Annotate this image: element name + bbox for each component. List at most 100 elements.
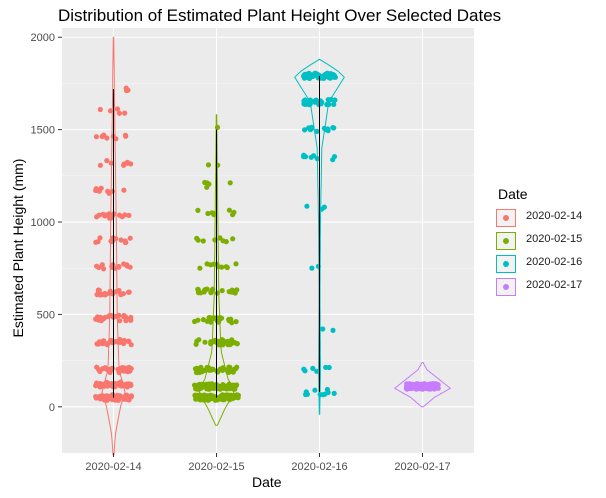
data-point <box>228 316 234 322</box>
data-point <box>302 71 308 78</box>
data-point <box>128 314 134 320</box>
data-point <box>213 394 219 400</box>
data-point <box>101 266 107 272</box>
data-point <box>201 289 207 295</box>
data-point <box>122 110 128 116</box>
x-tick-label: 2020-02-14 <box>85 461 141 473</box>
data-point <box>214 124 221 130</box>
data-point <box>231 209 237 215</box>
data-point <box>113 136 119 142</box>
data-point <box>302 127 308 133</box>
data-point <box>308 154 314 160</box>
legend-dot <box>503 284 509 290</box>
data-point <box>234 382 240 388</box>
y-tick-label: 1000 <box>31 217 55 229</box>
data-point <box>229 396 235 402</box>
data-point <box>211 315 217 321</box>
data-point <box>118 365 124 371</box>
x-tick-label: 2020-02-15 <box>188 461 244 473</box>
data-point <box>320 392 326 398</box>
data-point <box>332 97 338 103</box>
data-point <box>233 261 239 267</box>
data-point <box>331 154 338 160</box>
data-point <box>193 385 199 391</box>
data-point <box>205 210 211 217</box>
data-point <box>303 154 309 160</box>
data-point <box>122 383 128 389</box>
data-point <box>203 396 210 402</box>
data-point <box>195 286 201 292</box>
data-point <box>302 97 308 103</box>
data-point <box>321 204 327 210</box>
data-point <box>220 385 226 391</box>
data-point <box>118 237 124 243</box>
y-axis-label: Estimated Plant Height (mm) <box>10 158 26 338</box>
data-point <box>197 265 203 271</box>
data-point <box>308 72 314 78</box>
data-point <box>107 108 114 114</box>
data-point <box>102 340 108 346</box>
data-point <box>120 291 126 297</box>
legend-item: 2020-02-16 <box>496 255 606 275</box>
data-point <box>123 316 130 322</box>
data-point <box>202 339 208 345</box>
data-point <box>126 289 132 295</box>
data-point <box>323 364 329 370</box>
data-point <box>330 327 336 333</box>
data-point <box>226 289 232 295</box>
data-point <box>116 369 122 376</box>
data-point <box>204 184 210 190</box>
data-point <box>198 385 204 391</box>
data-point <box>205 162 212 168</box>
data-point <box>233 366 239 372</box>
data-point <box>227 364 233 370</box>
data-point <box>419 385 425 391</box>
data-point <box>109 188 115 194</box>
legend-key <box>496 232 516 250</box>
data-point <box>200 238 206 244</box>
data-point <box>211 212 217 218</box>
data-point <box>217 315 223 321</box>
data-point <box>229 340 235 346</box>
data-point <box>108 290 114 296</box>
y-tick-label: 0 <box>49 402 55 414</box>
data-point <box>102 292 108 298</box>
data-point <box>326 101 332 107</box>
data-point <box>225 338 231 344</box>
data-point <box>122 365 128 371</box>
data-point <box>126 212 132 218</box>
data-point <box>128 381 134 387</box>
data-point <box>211 385 217 391</box>
data-point <box>314 128 320 134</box>
violin-2020-02-17 <box>393 361 452 408</box>
data-point <box>226 381 232 387</box>
data-point <box>101 132 107 138</box>
data-point <box>93 187 99 193</box>
data-point <box>115 380 121 387</box>
data-point <box>413 381 419 387</box>
data-point <box>200 381 206 388</box>
axes: 0 500 1000 1500 2000 2020-02-14 2020-02-15 2020… <box>31 32 451 473</box>
data-point <box>309 265 315 271</box>
data-point <box>117 318 123 324</box>
legend-label: 2020-02-17 <box>526 279 583 291</box>
data-point <box>312 99 318 105</box>
legend-key <box>496 278 516 296</box>
data-point <box>192 318 198 325</box>
data-point <box>195 207 201 213</box>
data-point <box>116 287 122 294</box>
data-point <box>325 126 331 132</box>
data-point <box>214 290 220 296</box>
data-point <box>330 125 336 131</box>
data-point <box>119 214 125 220</box>
data-point <box>230 236 236 242</box>
data-point <box>312 387 318 393</box>
data-point <box>128 393 134 399</box>
data-point <box>215 319 222 325</box>
data-point <box>97 383 103 389</box>
data-point <box>221 395 228 401</box>
y-tick-label: 2000 <box>31 32 55 44</box>
data-point <box>407 381 413 387</box>
data-point <box>106 382 112 388</box>
legend-key <box>496 209 516 227</box>
